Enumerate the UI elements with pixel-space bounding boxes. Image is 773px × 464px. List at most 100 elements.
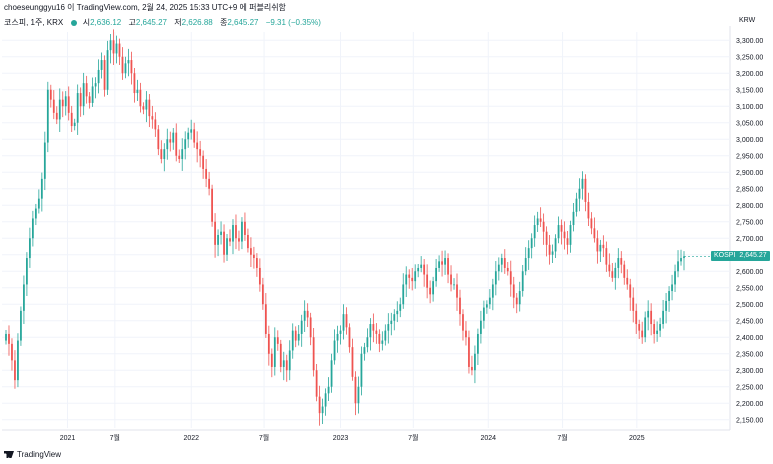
x-tick-label: 7월 (557, 433, 567, 442)
candle-body (408, 274, 411, 278)
candle-body (677, 261, 679, 272)
candle-body (330, 360, 333, 387)
y-tick-label: 2,300.00 (736, 368, 763, 375)
y-tick-label: 3,250.00 (736, 54, 763, 61)
candle-body (178, 155, 181, 160)
candle-body (659, 324, 662, 331)
candle-body (635, 310, 638, 325)
candle-body (169, 139, 172, 143)
candle-body (37, 198, 40, 209)
candle-body (235, 225, 237, 239)
high-value: 2,645.27 (135, 18, 167, 27)
candle-body (312, 337, 315, 371)
candle-body (20, 310, 22, 341)
candle-body (238, 238, 240, 242)
candle-body (554, 238, 557, 252)
candle-body (127, 60, 130, 64)
y-tick-label: 2,250.00 (736, 384, 763, 391)
candle-body (539, 218, 542, 222)
candle-body (232, 225, 234, 242)
candle-body (190, 129, 193, 133)
candle-body (650, 310, 653, 325)
candle-body (348, 327, 351, 348)
x-tick-label: 2024 (481, 435, 497, 442)
close-value: 2,645.27 (227, 18, 259, 27)
candle-body (527, 248, 530, 259)
candle-body (381, 340, 384, 344)
candle-body (11, 343, 13, 361)
candle-body (680, 258, 682, 262)
tradingview-brand: TradingView (17, 450, 62, 459)
candle-body (181, 149, 184, 160)
x-tick-label: 2023 (333, 435, 349, 442)
candle-body (31, 218, 34, 239)
candle-body (641, 330, 644, 338)
candle-body (384, 330, 387, 341)
candle-body (459, 297, 461, 315)
candle-body (435, 267, 437, 282)
candle-body (223, 231, 225, 255)
candle-body (432, 281, 435, 295)
candle-body (614, 267, 617, 278)
candle-body (70, 112, 73, 127)
candle-body (512, 284, 515, 298)
candle-body (429, 287, 432, 295)
candle-body (43, 142, 46, 179)
candle-body (632, 297, 635, 311)
tradingview-logo[interactable]: TradingView (4, 450, 61, 459)
candle-body (184, 139, 187, 150)
candle-body (163, 149, 166, 160)
candle-body (647, 310, 650, 318)
candle-body (509, 271, 512, 285)
candle-body (611, 271, 614, 278)
candle-body (327, 386, 330, 394)
candle-body (345, 314, 348, 328)
x-tick-label: 2021 (60, 435, 76, 442)
candle-body (506, 267, 509, 272)
low-value: 2,626.88 (181, 18, 213, 27)
x-tick-label: 2022 (183, 435, 199, 442)
candle-body (88, 96, 91, 103)
candle-body (342, 314, 345, 331)
candle-body (608, 264, 611, 272)
candle-body (545, 231, 548, 245)
candle-body (199, 149, 202, 156)
candle-body (282, 360, 285, 367)
candle-body (644, 317, 647, 338)
candle-body (662, 310, 664, 325)
candle-body (148, 99, 151, 117)
candle-body (8, 333, 10, 344)
y-tick-label: 2,150.00 (736, 417, 763, 424)
candle-body (497, 264, 500, 272)
y-tick-label: 2,600.00 (736, 269, 763, 276)
candle-body (244, 221, 246, 235)
y-tick-label: 2,700.00 (736, 236, 763, 243)
candle-body (306, 310, 309, 318)
candle-body (160, 149, 163, 160)
high-label: 고 (128, 18, 136, 27)
candle-body (106, 50, 109, 90)
candle-body (97, 69, 100, 84)
currency-label: KRW (739, 17, 756, 24)
candle-body (85, 83, 88, 97)
candle-body (333, 340, 336, 361)
candle-body (73, 122, 76, 127)
candle-body (605, 248, 608, 265)
candle-body (390, 320, 393, 325)
candle-body (205, 168, 208, 179)
y-tick-label: 3,200.00 (736, 71, 763, 78)
x-tick-label: 7월 (259, 433, 269, 442)
candle-body (23, 284, 25, 311)
candle-body (354, 376, 357, 404)
candle-body (447, 258, 449, 275)
candle-body (548, 244, 551, 255)
y-tick-label: 2,400.00 (736, 335, 763, 342)
candle-body (226, 238, 228, 255)
candle-body (76, 93, 79, 123)
candle-body (255, 258, 258, 268)
x-tick-label: 7월 (408, 433, 418, 442)
candle-body (566, 238, 569, 245)
change-value: −9.31 (−0.35%) (265, 18, 321, 27)
candle-body (402, 284, 405, 305)
